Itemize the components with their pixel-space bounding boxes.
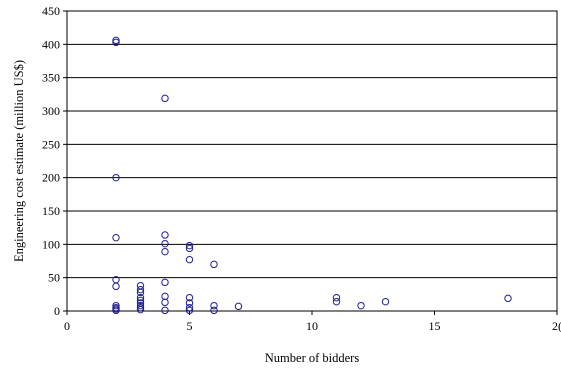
data-point-17 [136, 303, 145, 312]
y-tick-label-400: 400 [42, 37, 60, 51]
data-point-39 [332, 297, 341, 306]
data-point-30 [185, 293, 194, 302]
gridlines [67, 43, 557, 279]
data-point-0 [112, 36, 120, 45]
data-point-31 [185, 299, 194, 307]
data-point-11 [136, 285, 145, 294]
data-point-37 [234, 302, 243, 311]
data-point-33 [185, 306, 194, 315]
data-point-18 [136, 305, 145, 314]
data-point-34 [210, 260, 218, 269]
y-tick-label-300: 300 [42, 104, 60, 118]
data-point-42 [504, 294, 512, 303]
y-tick-label-200: 200 [42, 171, 60, 185]
data-point-32 [185, 303, 194, 312]
data-point-26 [161, 306, 169, 315]
y-tick-label-150: 150 [42, 204, 60, 218]
data-point-41 [381, 297, 390, 306]
data-point-35 [210, 301, 218, 310]
data-point-27 [185, 241, 194, 250]
x-axis-ticks: 0 5 10 15 2( [64, 311, 561, 333]
data-point-2 [112, 173, 120, 182]
data-point-40 [357, 301, 365, 310]
data-point-23 [161, 278, 169, 287]
y-tick-label-350: 350 [42, 71, 60, 85]
data-point-36 [210, 306, 218, 315]
x-tick-label-15: 15 [429, 319, 441, 333]
data-point-14 [136, 296, 145, 305]
y-tick-label-450: 450 [42, 4, 60, 18]
data-points [112, 36, 512, 315]
y-tick-label-50: 50 [48, 271, 60, 285]
data-point-3 [112, 233, 120, 242]
data-point-19 [161, 94, 169, 103]
data-point-25 [161, 298, 169, 307]
x-tick-label-10: 10 [306, 319, 318, 333]
y-axis-ticks: 0 50 100 150 200 250 300 350 400 450 [42, 4, 67, 318]
x-tick-label-5: 5 [187, 319, 193, 333]
data-point-21 [161, 239, 169, 248]
data-point-12 [136, 288, 145, 297]
data-point-38 [332, 293, 341, 302]
data-point-29 [185, 255, 194, 264]
y-tick-label-100: 100 [42, 237, 60, 251]
x-tick-label-20: 2( [552, 319, 561, 333]
x-tick-label-0: 0 [64, 319, 70, 333]
data-point-24 [161, 292, 169, 301]
y-tick-label-0: 0 [54, 304, 60, 318]
data-point-22 [161, 247, 169, 256]
x-axis-title: Number of bidders [265, 351, 360, 365]
y-tick-label-250: 250 [42, 137, 60, 151]
data-point-20 [161, 231, 169, 239]
data-point-6 [112, 301, 120, 310]
data-point-16 [136, 301, 145, 310]
data-point-5 [112, 282, 120, 291]
data-point-9 [112, 306, 120, 315]
data-point-13 [136, 293, 145, 302]
y-axis-title: Engineering cost estimate (million US$) [12, 60, 26, 262]
plot-area-frame [66, 10, 558, 312]
data-point-1 [112, 38, 120, 47]
data-point-28 [185, 244, 194, 253]
